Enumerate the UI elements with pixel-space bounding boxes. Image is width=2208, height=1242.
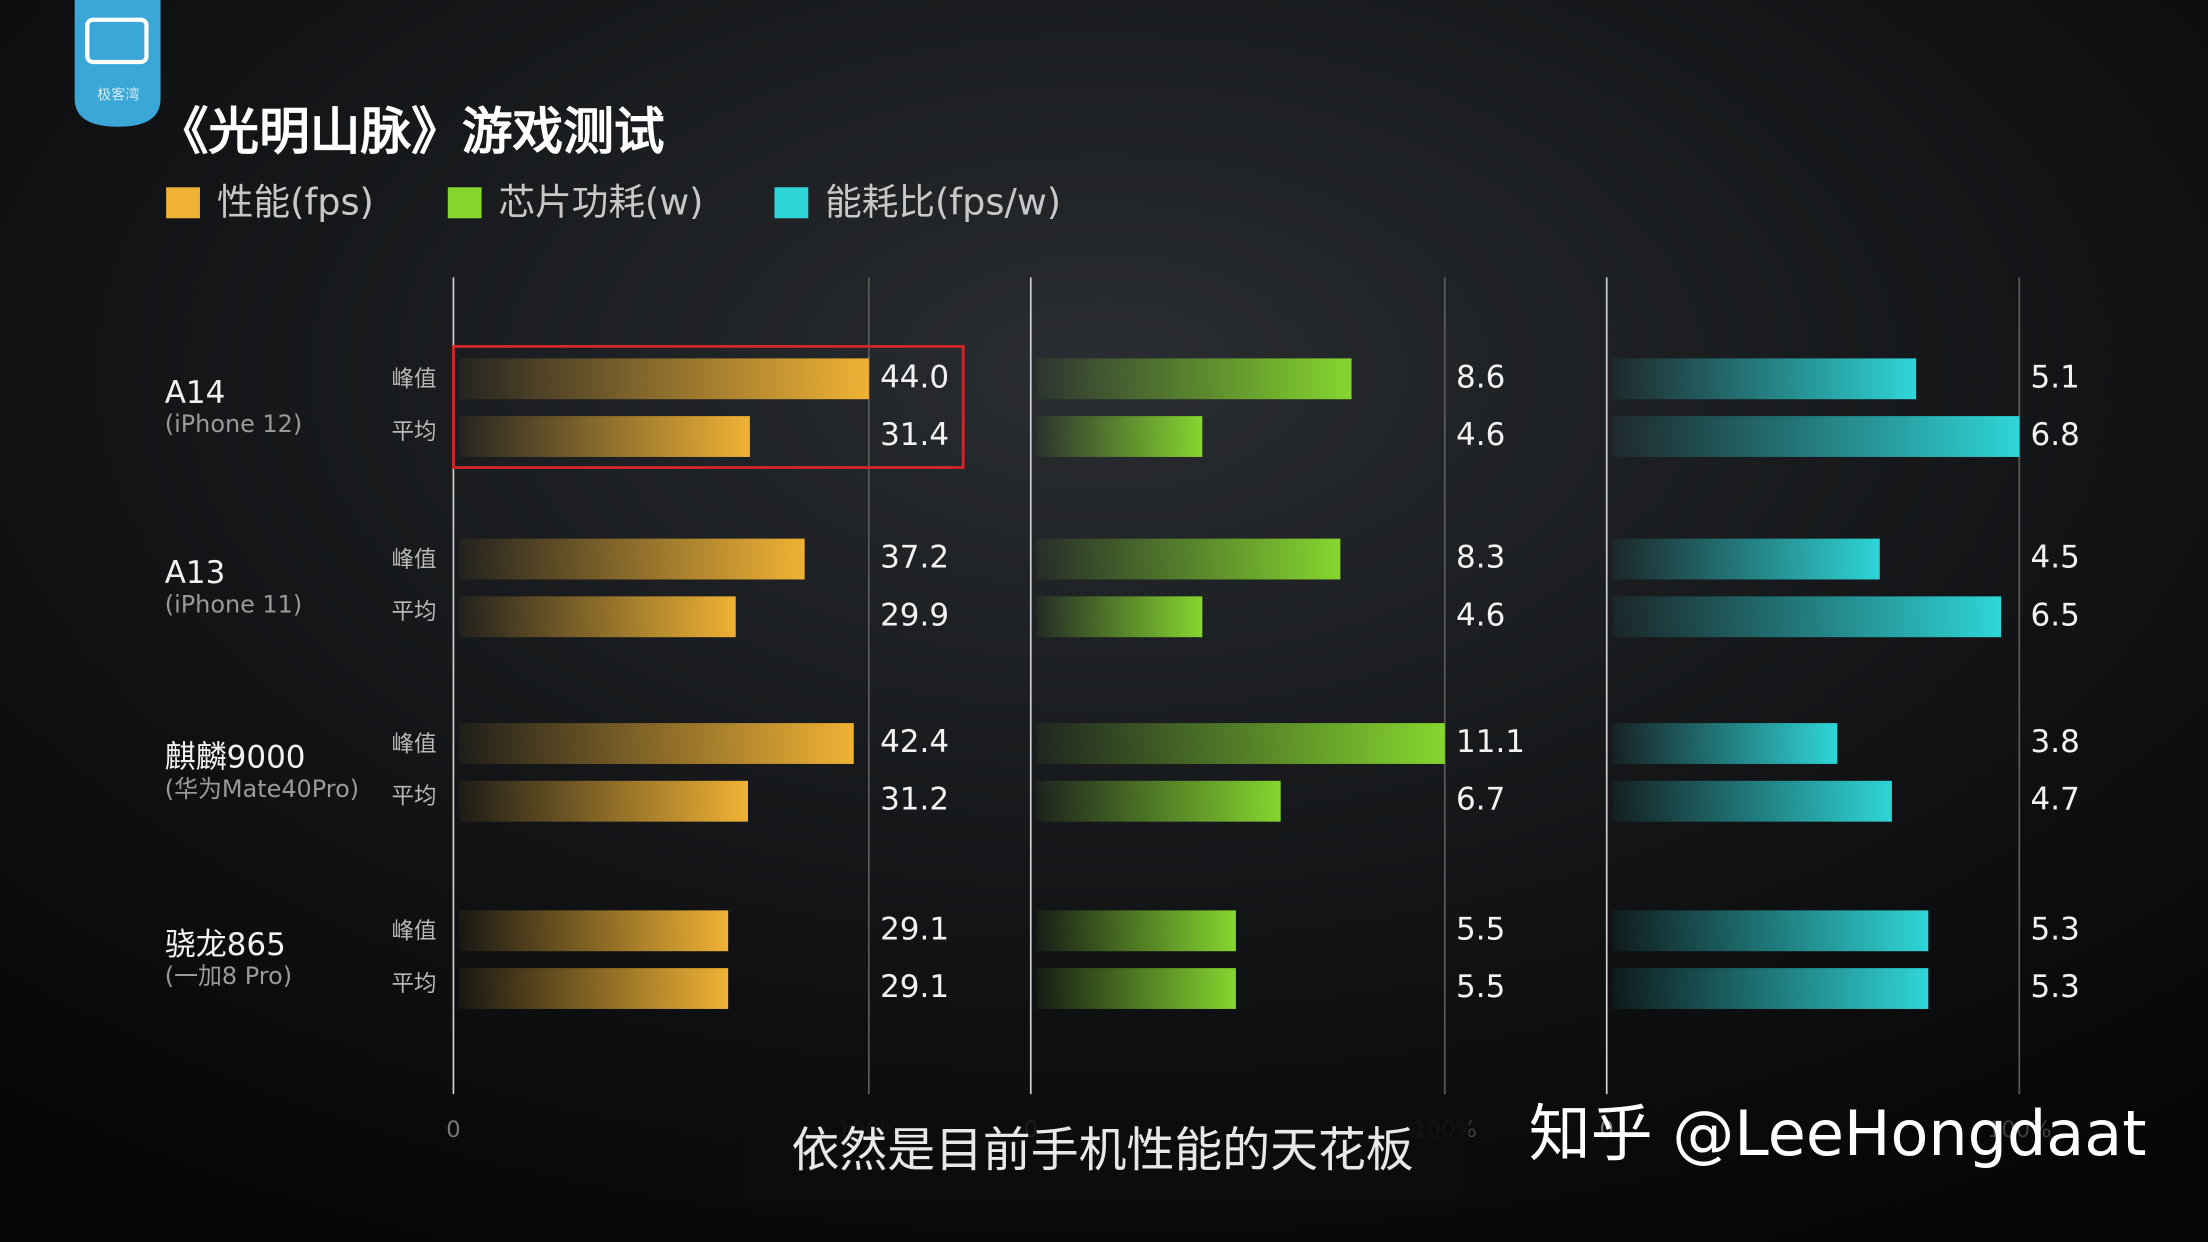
bar [1036, 358, 1352, 400]
value-label: 6.5 [2031, 597, 2080, 633]
bar [1612, 416, 2020, 457]
value-label: 31.4 [880, 417, 949, 453]
row-label: 平均 [391, 784, 436, 810]
row-label: 峰值 [391, 547, 436, 573]
value-label: 11.1 [1456, 724, 1525, 760]
bar [1612, 780, 1892, 822]
watermark: 知乎 @LeeHongdaat [1529, 1097, 2147, 1170]
chip-name: 麒麟9000 [165, 740, 306, 776]
row-label: 平均 [391, 971, 436, 997]
value-label: 5.3 [2031, 969, 2080, 1005]
x-tick-label: 0 [1600, 1117, 1614, 1143]
bar [459, 538, 805, 580]
value-label: 29.9 [880, 597, 949, 633]
legend-swatch [447, 187, 482, 219]
value-label: 5.5 [1456, 969, 1505, 1005]
value-label: 44.0 [880, 359, 949, 395]
highlight-box [452, 345, 965, 469]
x-tick-label: 100% [1987, 1117, 2051, 1143]
value-label: 37.2 [880, 540, 949, 576]
bar [1036, 596, 1203, 638]
title: 《光明山脉》游戏测试 [158, 102, 665, 161]
value-label: 4.6 [1456, 417, 1505, 453]
value-label: 5.1 [2031, 359, 2080, 395]
bar [1036, 910, 1236, 952]
chip-device: (华为Mate40Pro) [165, 775, 359, 803]
legend-label: 能耗比(fps/w) [825, 181, 1061, 224]
bar [459, 596, 736, 638]
value-label: 29.1 [880, 969, 949, 1005]
bar [459, 358, 869, 400]
bar [459, 910, 729, 952]
legend-swatch [166, 187, 200, 219]
value-label: 8.3 [1456, 540, 1505, 576]
value-label: 5.5 [1456, 911, 1505, 947]
value-label: 42.4 [880, 724, 949, 760]
chip-name: 骁龙865 [165, 927, 286, 963]
caption: 依然是目前手机性能的天花板 [791, 1123, 1413, 1178]
row-label: 峰值 [391, 919, 436, 945]
value-label: 31.2 [880, 782, 949, 818]
value-label: 6.7 [1456, 782, 1505, 818]
bar [459, 723, 854, 764]
bar [1612, 910, 1929, 952]
chip-device: (iPhone 11) [165, 591, 302, 619]
value-label: 29.1 [880, 911, 949, 947]
bar [1036, 416, 1203, 457]
value-label: 5.3 [2031, 911, 2080, 947]
legend-label: 芯片功耗(w) [498, 181, 703, 224]
row-label: 峰值 [391, 731, 436, 757]
logo-text: 极客湾 [97, 87, 139, 104]
chip-device: (一加8 Pro) [165, 962, 292, 990]
bar [459, 416, 750, 457]
value-label: 8.6 [1456, 359, 1505, 395]
value-label: 4.7 [2031, 782, 2080, 818]
bar [459, 780, 748, 822]
bar [459, 968, 729, 1009]
value-label: 3.8 [2031, 724, 2080, 760]
row-label: 平均 [391, 419, 436, 445]
bar [1036, 538, 1341, 580]
bar [1612, 358, 1917, 400]
bar [1612, 968, 1929, 1009]
bar [1612, 596, 2002, 638]
value-label: 4.6 [1456, 597, 1505, 633]
logo-icon [85, 17, 149, 65]
legend-label: 性能(fps) [217, 181, 374, 224]
chip-name: A14 [165, 375, 226, 411]
row-label: 峰值 [391, 367, 436, 393]
chip-name: A13 [165, 555, 226, 591]
bar [1612, 538, 1880, 580]
x-tick-label: 0 [446, 1117, 460, 1143]
bar [1612, 723, 1838, 764]
bar [1036, 968, 1236, 1009]
value-label: 4.5 [2031, 540, 2080, 576]
caption-box [736, 1106, 1469, 1200]
legend-swatch [774, 187, 809, 219]
chip-device: (iPhone 12) [165, 410, 302, 438]
value-label: 6.8 [2031, 417, 2080, 453]
bar [1036, 780, 1281, 822]
row-label: 平均 [391, 599, 436, 625]
bar [1036, 723, 1445, 764]
